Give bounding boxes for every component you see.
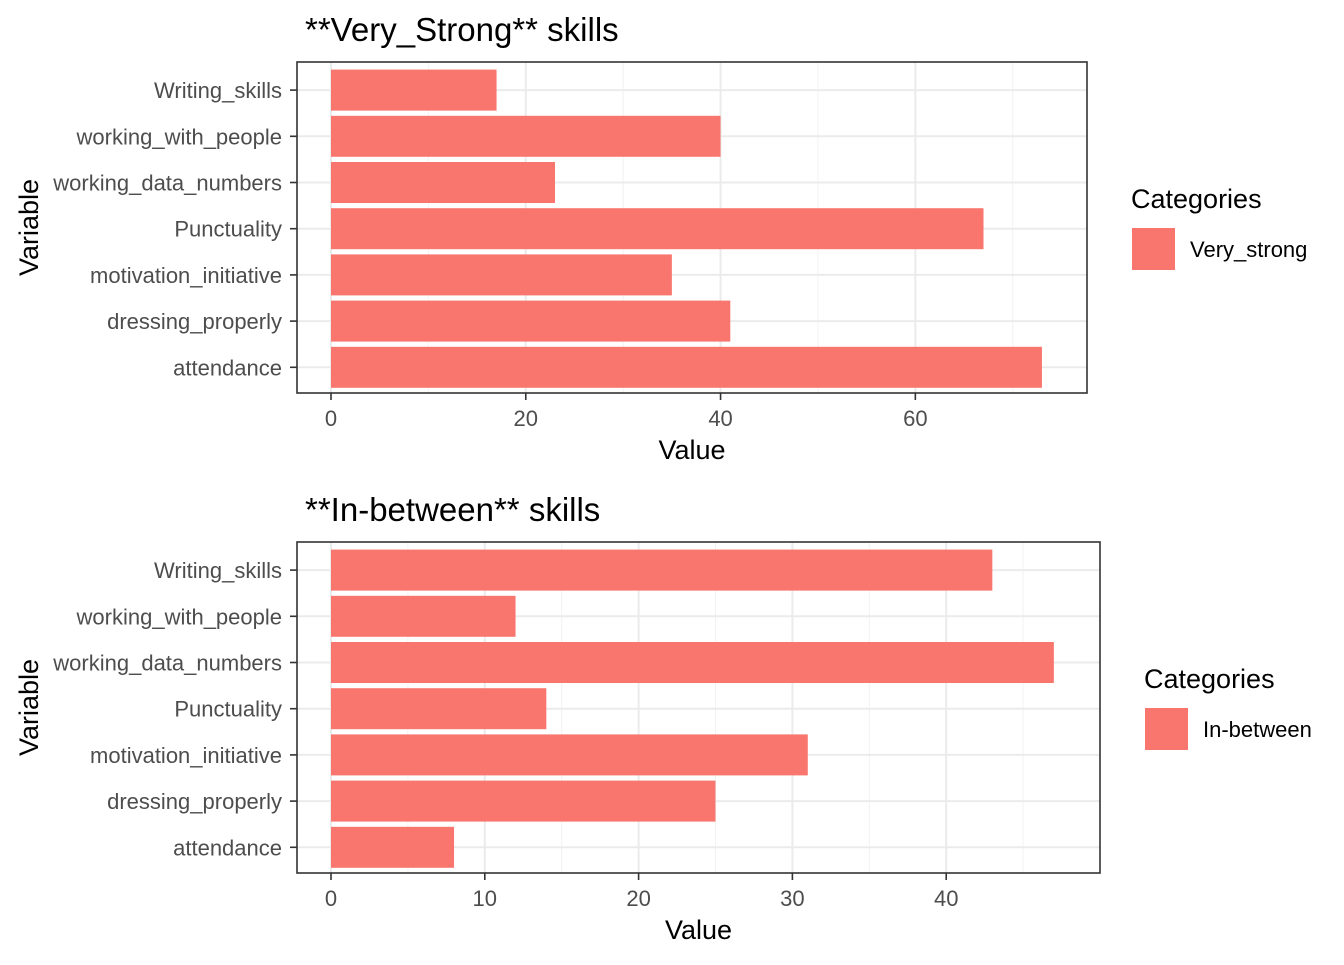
chart-panel-1: **Very_Strong** skills Writing_skillswork… [14,11,1307,465]
bar-dressing_properly [331,300,731,342]
y-tick-label: Punctuality [174,697,282,722]
legend: Categories Very_strong [1131,184,1307,270]
legend-key [1132,228,1175,270]
bar-working_data_numbers [331,162,555,203]
bar-working_with_people [331,115,721,157]
legend-label: In-between [1203,717,1312,742]
plot-border [296,61,1088,394]
x-tick-label: 0 [325,886,337,911]
y-tick-label: dressing_properly [107,309,282,334]
bar-dressing_properly [331,780,716,822]
legend: Categories In-between [1144,664,1312,750]
x-tick-label: 60 [903,406,927,431]
legend-title: Categories [1144,664,1275,694]
legend-label: Very_strong [1190,237,1307,262]
bar-Punctuality [331,688,547,730]
legend-key [1145,708,1188,750]
x-tick-label: 20 [626,886,650,911]
chart-title: **In-between** skills [305,491,600,528]
bar-Writing_skills [331,549,993,591]
bar-attendance [331,346,1042,388]
bar-Punctuality [331,208,984,250]
y-tick-label: Punctuality [174,217,282,242]
bar-motivation_initiative [331,734,808,776]
x-tick-label: 20 [514,406,538,431]
legend-title: Categories [1131,184,1262,214]
y-tick-label: attendance [173,355,282,380]
bar-working_data_numbers [331,642,1054,683]
x-tick-label: 30 [780,886,804,911]
x-axis-title: Value [665,915,732,945]
y-tick-label: attendance [173,835,282,860]
y-axis-title: Variable [14,179,44,276]
plot-border [296,541,1101,874]
x-tick-label: 40 [708,406,732,431]
y-tick-label: working_with_people [76,604,282,629]
y-tick-label: dressing_properly [107,789,282,814]
bar-Writing_skills [331,69,497,111]
y-tick-label: Writing_skills [154,78,282,103]
bar-working_with_people [331,595,516,637]
y-tick-label: motivation_initiative [90,263,282,288]
y-tick-label: working_data_numbers [52,651,282,676]
y-tick-label: working_data_numbers [52,171,282,196]
chart-title: **Very_Strong** skills [305,11,619,48]
y-axis-title: Variable [14,659,44,756]
y-tick-label: working_with_people [76,124,282,149]
x-tick-label: 0 [325,406,337,431]
x-axis-title: Value [658,435,725,465]
y-tick-label: Writing_skills [154,558,282,583]
x-tick-label: 10 [473,886,497,911]
x-tick-label: 40 [934,886,958,911]
chart-panel-2: **In-between** skills Writing_skillsworki… [14,491,1312,945]
y-tick-label: motivation_initiative [90,743,282,768]
bar-motivation_initiative [331,254,672,296]
bar-attendance [331,826,455,868]
